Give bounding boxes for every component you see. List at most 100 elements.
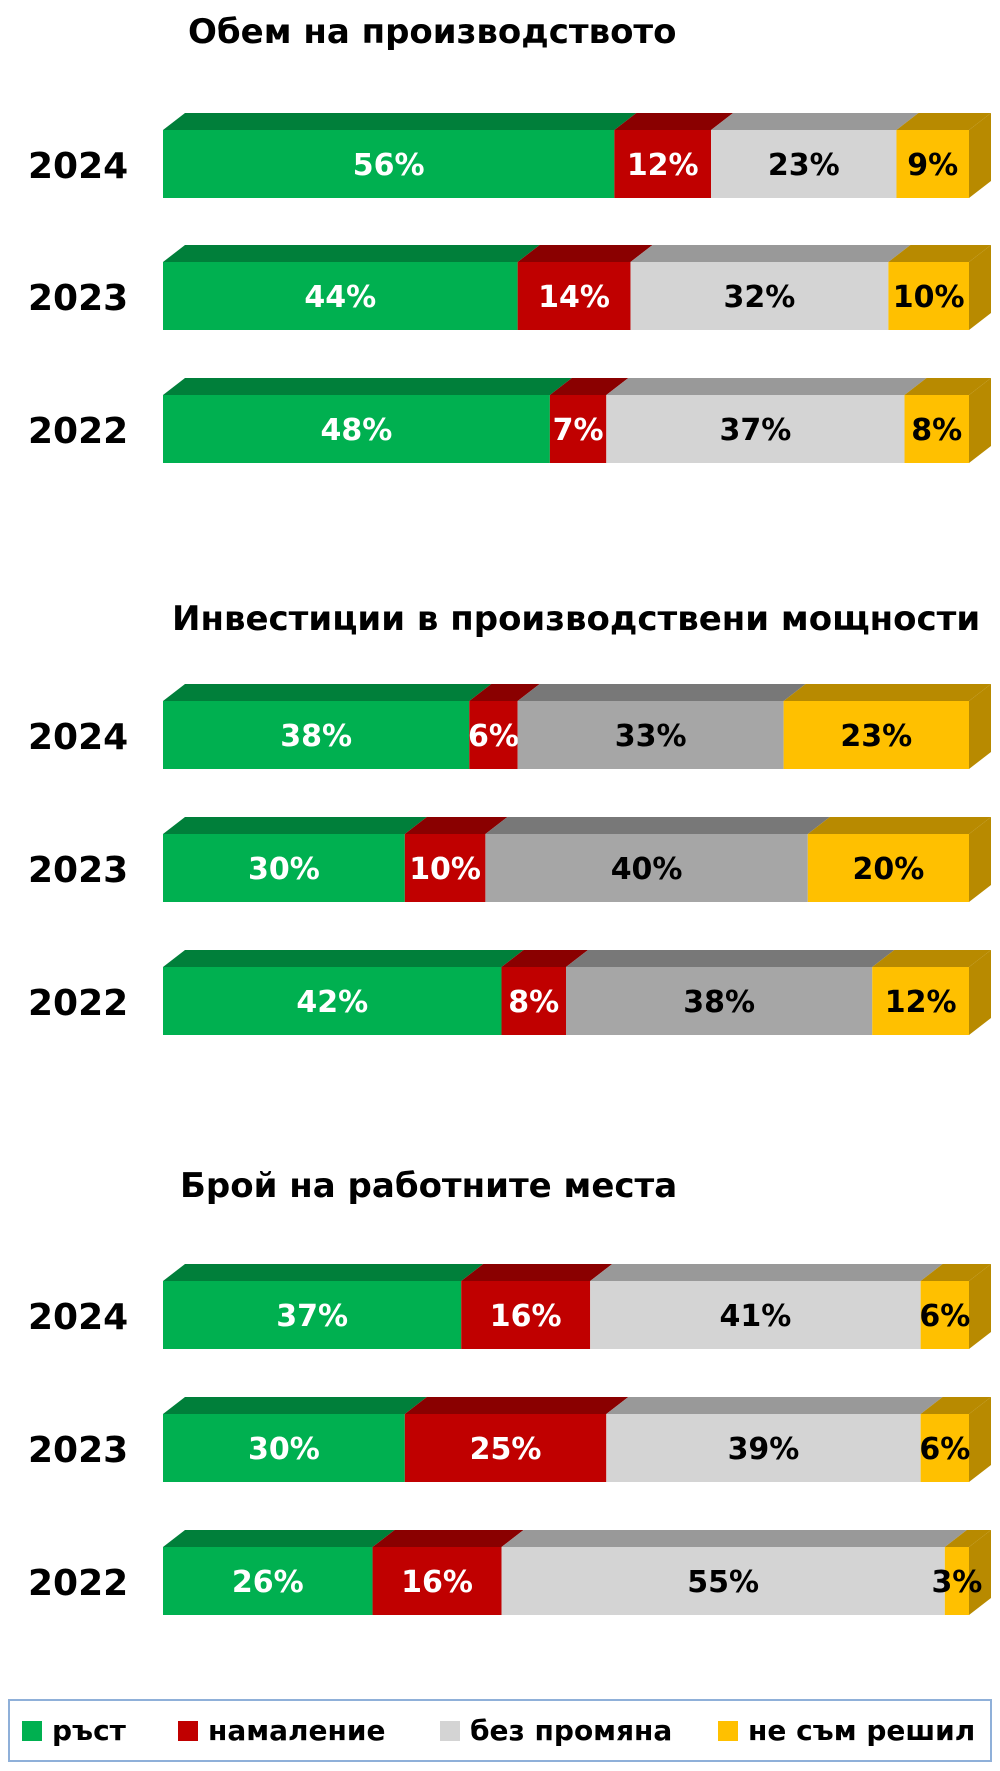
- data-label-undecided: 6%: [919, 1432, 970, 1467]
- data-label-no-change: 33%: [615, 719, 687, 754]
- category-label: 2024: [28, 717, 128, 758]
- bar-segment-undecided: [783, 701, 969, 769]
- data-label-growth: 56%: [353, 148, 425, 183]
- data-label-decrease: 16%: [401, 1565, 473, 1600]
- bar-segment-undecided: [807, 834, 969, 902]
- bar-segment-growth: [163, 1414, 405, 1482]
- data-label-no-change: 23%: [768, 148, 840, 183]
- bar-row-2022: 2022 48% 7% 37% 8%: [28, 378, 991, 463]
- bar-row-2024: 2024 56% 12% 23% 9%: [28, 113, 991, 198]
- category-label: 2023: [28, 278, 128, 319]
- bar-top-growth: [163, 113, 637, 130]
- bar-segment-decrease: [372, 1547, 502, 1615]
- data-label-undecided: 6%: [919, 1299, 970, 1334]
- bar-segment-decrease: [404, 834, 486, 902]
- bar-segment-growth: [163, 130, 615, 198]
- data-label-no-change: 37%: [720, 413, 792, 448]
- bar-segment-undecided: [904, 395, 969, 463]
- bar-segment-decrease: [461, 1281, 591, 1349]
- bar-side-undecided: [969, 1264, 991, 1349]
- data-label-decrease: 16%: [490, 1299, 562, 1334]
- data-label-undecided: 10%: [893, 280, 965, 315]
- bar-top-undecided: [920, 1397, 991, 1414]
- legend-swatch-no-change: [440, 1720, 460, 1741]
- bar-segment-undecided: [920, 1414, 969, 1482]
- bar-top-no-change: [606, 378, 927, 395]
- bar-top-no-change: [485, 817, 830, 834]
- bar-top-no-change: [501, 1530, 967, 1547]
- bar-top-growth: [163, 684, 492, 701]
- bar-segment-no-change: [606, 1414, 921, 1482]
- bar-top-no-change: [566, 950, 895, 967]
- bar-segment-decrease: [501, 967, 566, 1035]
- bar-segment-growth: [163, 1281, 462, 1349]
- bar-row-2022: 2022 26% 16% 55% 3%: [28, 1530, 991, 1615]
- data-label-growth: 30%: [248, 852, 320, 887]
- data-label-no-change: 39%: [728, 1432, 800, 1467]
- bar-segment-decrease: [517, 262, 631, 330]
- bar-side-undecided: [969, 1530, 991, 1615]
- bar-top-decrease: [501, 950, 588, 967]
- data-label-undecided: 23%: [840, 719, 912, 754]
- data-label-undecided: 20%: [852, 852, 924, 887]
- category-label: 2024: [28, 146, 128, 187]
- bar-top-undecided: [807, 817, 991, 834]
- bar-side-undecided: [969, 113, 991, 198]
- bar-segment-undecided: [920, 1281, 969, 1349]
- category-label: 2022: [28, 1563, 128, 1604]
- legend-swatch-decrease: [178, 1720, 198, 1741]
- bar-segment-growth: [163, 262, 518, 330]
- data-label-undecided: 8%: [911, 413, 962, 448]
- data-label-growth: 48%: [321, 413, 393, 448]
- chart-title: Обем на производството: [188, 12, 677, 52]
- bar-top-undecided: [944, 1530, 991, 1547]
- data-label-decrease: 8%: [508, 985, 559, 1020]
- bar-top-decrease: [404, 1397, 629, 1414]
- bar-top-growth: [163, 1264, 484, 1281]
- bar-segment-no-change: [711, 130, 897, 198]
- bar-top-growth: [163, 817, 427, 834]
- data-label-undecided: 12%: [885, 985, 957, 1020]
- bar-side-undecided: [969, 817, 991, 902]
- bar-segment-undecided: [896, 130, 969, 198]
- bar-top-undecided: [896, 113, 991, 130]
- bar-segment-growth: [163, 395, 550, 463]
- legend-label-undecided: не съм решил: [748, 1714, 976, 1747]
- bar-top-decrease: [461, 1264, 613, 1281]
- bar-segment-no-change: [630, 262, 889, 330]
- bar-top-growth: [163, 1530, 395, 1547]
- bar-top-decrease: [614, 113, 734, 130]
- data-label-decrease: 14%: [538, 280, 610, 315]
- data-label-no-change: 55%: [687, 1565, 759, 1600]
- data-label-growth: 42%: [296, 985, 368, 1020]
- data-label-undecided: 3%: [931, 1565, 982, 1600]
- bar-top-undecided: [920, 1264, 991, 1281]
- data-label-growth: 30%: [248, 1432, 320, 1467]
- bar-top-undecided: [783, 684, 991, 701]
- bar-top-growth: [163, 245, 540, 262]
- legend-swatch-undecided: [718, 1720, 738, 1741]
- legend-swatch-growth: [22, 1720, 42, 1741]
- bar-side-undecided: [969, 245, 991, 330]
- data-label-decrease: 7%: [553, 413, 604, 448]
- category-label: 2023: [28, 1430, 128, 1471]
- bar-row-2023: 2023 30% 10% 40% 20%: [28, 817, 991, 902]
- bar-segment-growth: [163, 701, 470, 769]
- bar-row-2023: 2023 30% 25% 39% 6%: [28, 1397, 991, 1482]
- bar-top-decrease: [469, 684, 540, 701]
- bar-row-2024: 2024 37% 16% 41% 6%: [28, 1264, 991, 1349]
- bar-top-no-change: [606, 1397, 943, 1414]
- bar-top-no-change: [517, 684, 806, 701]
- data-label-decrease: 12%: [627, 148, 699, 183]
- chart-title: Инвестиции в производствени мощности: [172, 599, 980, 639]
- bar-segment-undecided: [872, 967, 969, 1035]
- legend-label-decrease: намаление: [208, 1714, 386, 1747]
- bar-segment-no-change: [517, 701, 784, 769]
- legend-item-decrease: намаление: [178, 1701, 385, 1760]
- bar-top-no-change: [630, 245, 911, 262]
- category-label: 2022: [28, 983, 128, 1024]
- bar-top-no-change: [590, 1264, 943, 1281]
- bar-top-undecided: [888, 245, 991, 262]
